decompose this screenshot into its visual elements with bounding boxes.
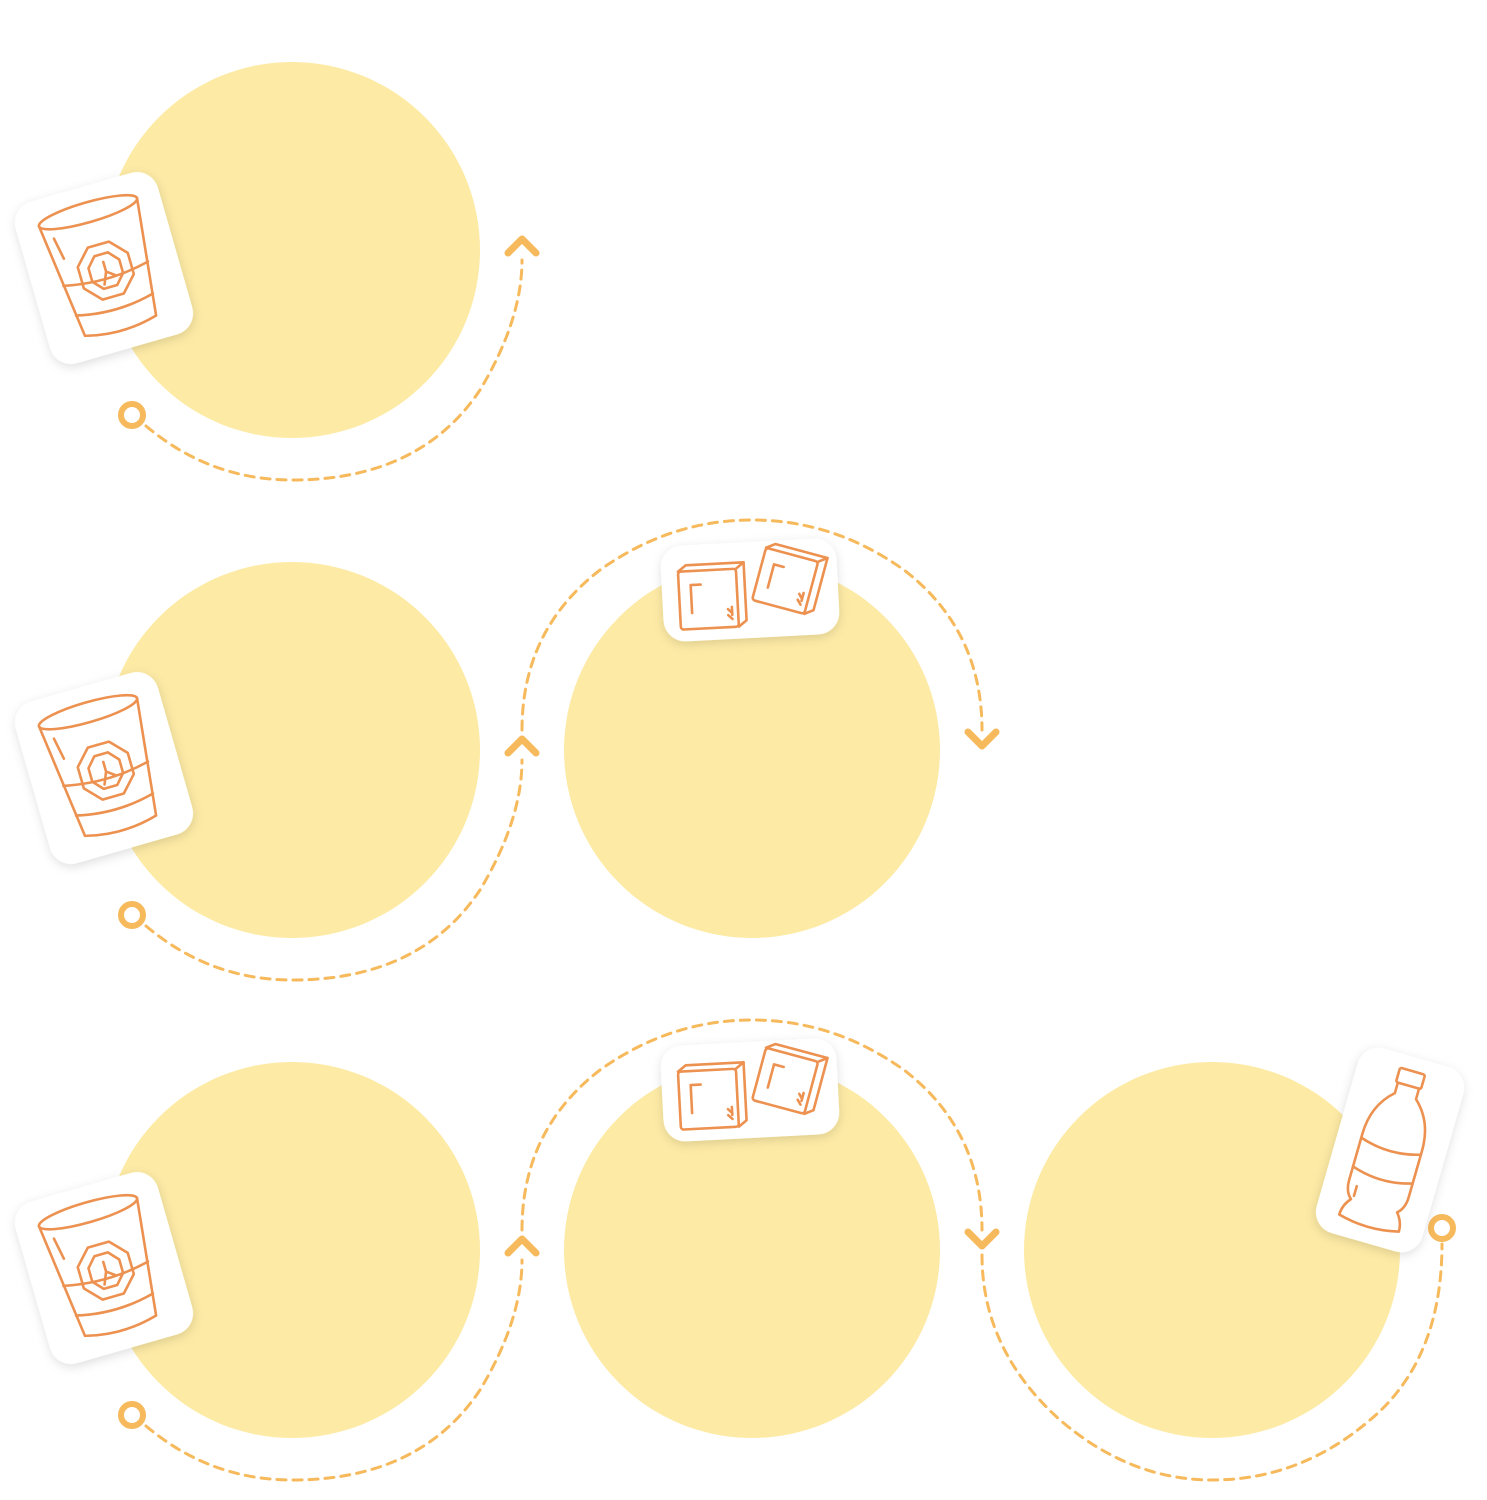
step-circle	[104, 562, 480, 938]
step-circle	[564, 562, 940, 938]
ice-cubes-icon	[660, 538, 840, 642]
glass-with-ice-icon	[14, 1172, 194, 1364]
connector-under-step-1	[144, 758, 524, 982]
step-circle	[104, 1062, 480, 1438]
ice-cubes-icon	[660, 1038, 840, 1142]
down-chevron-icon	[964, 728, 1000, 750]
bottle-icon	[1315, 1047, 1465, 1253]
up-chevron-icon	[504, 235, 540, 257]
glass-with-ice-icon	[14, 672, 194, 864]
connector-under-step-1	[144, 1258, 524, 1482]
up-chevron-icon	[504, 1235, 540, 1257]
step-circle	[104, 62, 480, 438]
step-circles	[104, 62, 1400, 1438]
up-chevron-icon	[504, 735, 540, 757]
start-dot	[118, 1401, 146, 1429]
connectors	[118, 235, 1456, 1482]
start-dot	[1428, 1214, 1456, 1242]
connector-under-step-3	[980, 1242, 1444, 1482]
glass-with-ice-icon	[14, 172, 194, 364]
icon-stickers	[14, 172, 1465, 1364]
start-dot	[118, 901, 146, 929]
step-circle	[1024, 1062, 1400, 1438]
down-chevron-icon	[964, 1228, 1000, 1250]
connector-under-step-1	[144, 258, 524, 482]
step-circle	[564, 1062, 940, 1438]
start-dot	[118, 401, 146, 429]
